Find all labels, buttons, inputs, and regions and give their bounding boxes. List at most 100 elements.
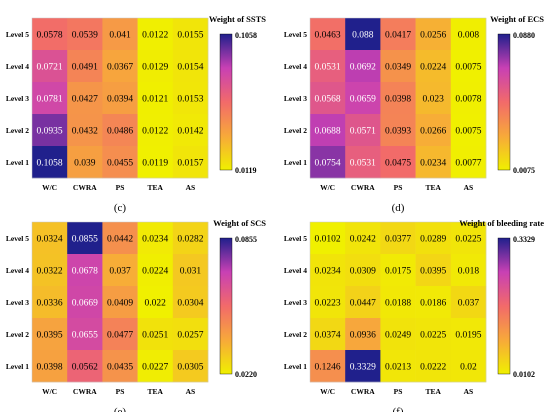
- cell-value: 0.0078: [455, 95, 481, 105]
- cell-value: 0.0568: [315, 95, 341, 105]
- cell-value: 0.0102: [315, 235, 341, 245]
- heatmap-cell: [137, 286, 174, 319]
- heatmap-cell: [32, 146, 68, 179]
- column-label: TEA: [147, 183, 163, 192]
- cell-value: 0.0289: [420, 235, 446, 245]
- cell-value: 0.0477: [107, 331, 133, 341]
- heatmap-cell: [67, 318, 103, 351]
- heatmap-cell: [415, 350, 452, 383]
- heatmap-cell: [380, 286, 416, 319]
- cell-value: 0.037: [109, 267, 131, 277]
- heatmap-cell: [172, 114, 209, 147]
- cell-value: 0.0223: [315, 299, 341, 309]
- cell-value: 0.0224: [420, 63, 446, 73]
- heatmap-cell: [137, 222, 174, 255]
- heatmap-cell: [380, 254, 416, 287]
- heatmap-cell: [450, 350, 487, 383]
- heatmap-cell: [102, 18, 138, 51]
- cell-value: 0.0571: [350, 127, 376, 137]
- row-label: Level 4: [284, 266, 307, 275]
- heatmap-cell: [32, 114, 68, 147]
- cell-value: 0.0394: [107, 95, 133, 105]
- heatmap-cell: [310, 222, 346, 255]
- heatmap-cell: [450, 286, 487, 319]
- colorbar: [219, 33, 233, 171]
- cell-value: 0.088: [352, 31, 374, 41]
- heatmap-cell: [32, 286, 68, 319]
- cell-value: 0.0442: [107, 235, 133, 245]
- cell-value: 0.0435: [107, 363, 133, 373]
- heatmap-cell: [137, 114, 174, 147]
- row-label: Level 1: [6, 158, 29, 167]
- heatmap-cell: [345, 286, 381, 319]
- cell-value: 0.0121: [142, 95, 168, 105]
- heatmap-cell: [380, 222, 416, 255]
- row-label: Level 1: [284, 158, 307, 167]
- heatmap-cell: [450, 114, 487, 147]
- row-label: Level 3: [6, 298, 29, 307]
- heatmap-cell: [67, 50, 103, 83]
- row-label: Level 2: [6, 126, 29, 135]
- cell-value: 0.02: [460, 363, 477, 373]
- heatmap-cell: [137, 82, 174, 115]
- panel-label: (d): [392, 202, 405, 214]
- heatmap-cell: [67, 222, 103, 255]
- row-label: Level 5: [6, 30, 29, 39]
- heatmap-cell: [102, 222, 138, 255]
- colorbar: [497, 237, 511, 375]
- cell-value: 0.0153: [177, 95, 203, 105]
- heatmap-cell: [67, 146, 103, 179]
- cell-value: 0.0157: [177, 159, 203, 169]
- cell-value: 0.0692: [350, 63, 376, 73]
- heatmap-panel-e: 0.0324 0.0855 0.0442 0.0234 0.0282 0.0322 0.06…: [6, 218, 266, 412]
- column-label: W/C: [320, 387, 335, 396]
- row-label: Level 5: [284, 30, 307, 39]
- cell-value: 0.0251: [142, 331, 168, 341]
- heatmap-cell: [310, 82, 346, 115]
- heatmap-cell: [380, 82, 416, 115]
- cell-value: 0.0475: [385, 159, 411, 169]
- cell-value: 0.023: [423, 95, 445, 105]
- column-label: CWRA: [351, 387, 375, 396]
- colorbar-min-label: 0.0119: [235, 166, 257, 175]
- heatmap-cell: [415, 50, 452, 83]
- cell-value: 0.0377: [385, 235, 411, 245]
- heatmap-border: [309, 221, 487, 383]
- row-label: Level 2: [6, 330, 29, 339]
- cell-value: 0.0257: [177, 331, 203, 341]
- cell-value: 0.0463: [315, 31, 341, 41]
- colorbar-min-label: 0.0102: [513, 370, 535, 379]
- cell-value: 0.0678: [72, 267, 98, 277]
- heatmap-cell: [345, 318, 381, 351]
- heatmap-cell: [102, 146, 138, 179]
- cell-value: 0.0122: [142, 31, 168, 41]
- colorbar: [219, 237, 233, 375]
- row-label: Level 5: [284, 234, 307, 243]
- cell-value: 0.0304: [177, 299, 203, 309]
- cell-value: 0.0393: [385, 127, 411, 137]
- cell-value: 0.0119: [142, 159, 168, 169]
- cell-value: 0.0855: [72, 235, 98, 245]
- heatmap-cell: [450, 50, 487, 83]
- colorbar-min-label: 0.0220: [235, 370, 257, 379]
- heatmap-cell: [67, 254, 103, 287]
- heatmap-cell: [137, 254, 174, 287]
- cell-value: 0.0234: [420, 159, 446, 169]
- cell-value: 0.0721: [37, 63, 63, 73]
- colorbar-max-label: 0.0855: [235, 235, 257, 244]
- cell-value: 0.0213: [385, 363, 411, 373]
- cell-value: 0.0491: [72, 63, 98, 73]
- cell-value: 0.0688: [315, 127, 341, 137]
- heatmap-cell: [32, 222, 68, 255]
- heatmap-cell: [450, 82, 487, 115]
- heatmap-cell: [380, 50, 416, 83]
- cell-value: 0.1246: [315, 363, 341, 373]
- cell-value: 0.0309: [350, 267, 376, 277]
- cell-value: 0.0395: [420, 267, 446, 277]
- cell-value: 0.0122: [142, 127, 168, 137]
- cell-value: 0.031: [180, 267, 202, 277]
- cell-value: 0.0531: [315, 63, 341, 73]
- column-label: TEA: [425, 387, 441, 396]
- row-label: Level 1: [6, 362, 29, 371]
- cell-value: 0.0754: [315, 159, 341, 169]
